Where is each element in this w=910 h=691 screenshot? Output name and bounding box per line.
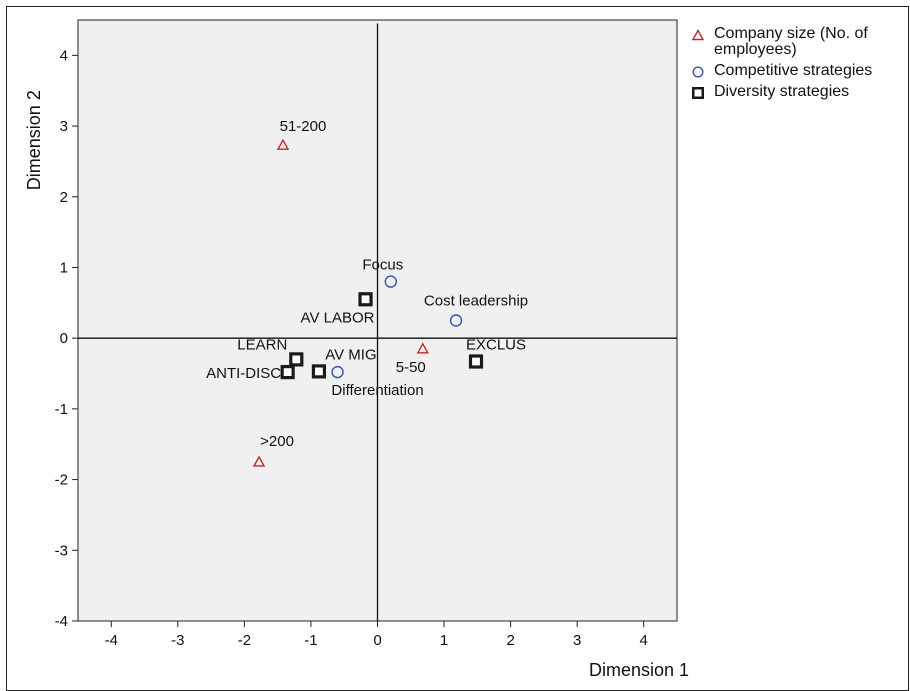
point-label: ANTI-DISC xyxy=(206,365,281,382)
legend-label: Company size (No. of employees) xyxy=(714,25,868,58)
square-point xyxy=(280,365,295,380)
triangle-point xyxy=(252,455,266,467)
circle-point xyxy=(449,314,463,327)
triangle-point xyxy=(416,342,429,354)
x-tick-label: 2 xyxy=(506,632,514,649)
triangle-point xyxy=(276,138,290,150)
point-label: 5-50 xyxy=(396,359,426,376)
y-tick-label: 4 xyxy=(60,47,68,64)
y-tick-label: -2 xyxy=(55,472,68,489)
legend-label: Diversity strategies xyxy=(714,83,850,100)
circle-point xyxy=(384,275,398,288)
x-tick-label: 0 xyxy=(373,632,381,649)
point-label: AV MIG xyxy=(325,346,376,363)
circle-point xyxy=(331,365,344,379)
x-tick-label: 1 xyxy=(440,632,448,649)
y-tick-label: 3 xyxy=(60,118,68,135)
square-point xyxy=(358,292,373,307)
y-tick-label: -3 xyxy=(55,542,68,559)
y-tick-label: -4 xyxy=(55,613,68,630)
x-tick-label: -1 xyxy=(304,632,317,649)
circle-marker-icon xyxy=(692,66,704,78)
point-label: EXCLUS xyxy=(466,337,526,354)
square-point xyxy=(289,352,304,367)
legend-label: Competitive strategies xyxy=(714,62,873,79)
y-tick-label: 0 xyxy=(60,330,68,347)
y-axis-label: Dimension 2 xyxy=(24,90,44,190)
point-label: Cost leadership xyxy=(424,293,528,310)
x-axis-label: Dimension 1 xyxy=(589,660,689,680)
legend-item-diversity-strategies: Diversity strategies xyxy=(692,84,908,100)
data-marks: 51-200 5-50 >200 Focus Cost leadership Differ… xyxy=(206,118,528,467)
point-label: AV LABOR xyxy=(301,309,375,326)
square-marker-icon xyxy=(692,87,704,99)
legend-item-company-size: Company size (No. of employees) xyxy=(692,26,908,58)
point-label: Focus xyxy=(362,257,403,274)
y-tick-label: 2 xyxy=(60,189,68,206)
x-tick-label: -2 xyxy=(238,632,251,649)
triangle-marker-icon xyxy=(692,29,704,41)
point-label: LEARN xyxy=(237,336,287,353)
y-tick-label: 1 xyxy=(60,259,68,276)
axes: -4 -3 -2 -1 0 1 2 3 4 -4 -3 -2 -1 0 1 2 3 4 xyxy=(55,23,677,649)
point-label: Differentiation xyxy=(331,382,423,399)
x-tick-label: 3 xyxy=(573,632,581,649)
square-point xyxy=(468,354,484,369)
legend: Company size (No. of employees) Competit… xyxy=(692,26,908,105)
legend-item-competitive-strategies: Competitive strategies xyxy=(692,63,908,79)
point-label: 51-200 xyxy=(280,118,327,135)
x-tick-label: -4 xyxy=(105,632,118,649)
point-label: >200 xyxy=(260,433,294,450)
x-tick-label: 4 xyxy=(640,632,648,649)
square-point xyxy=(311,364,327,379)
y-tick-label: -1 xyxy=(55,401,68,418)
x-tick-label: -3 xyxy=(171,632,184,649)
